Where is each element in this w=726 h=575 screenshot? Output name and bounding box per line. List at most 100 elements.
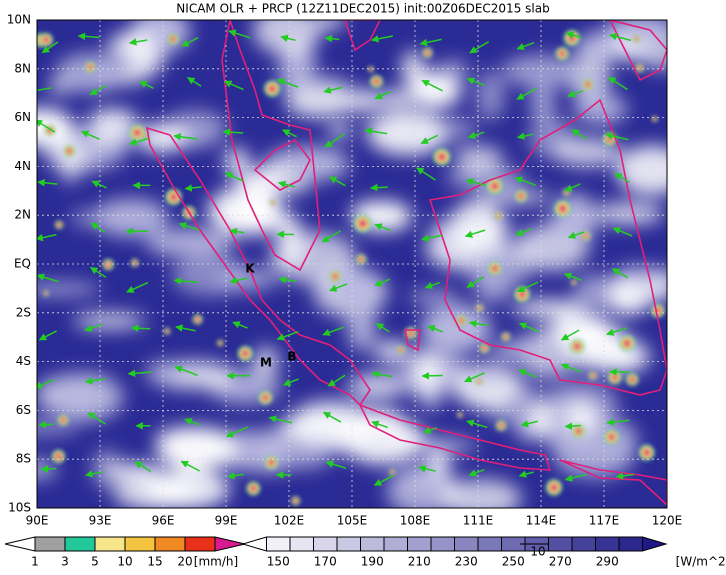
rain-cell — [269, 86, 275, 92]
lat-label: 6N — [14, 110, 31, 124]
cloud — [530, 406, 554, 436]
cloud — [113, 476, 195, 510]
lat-label: 4N — [14, 159, 31, 173]
cloud — [172, 255, 250, 295]
rain-cell — [44, 37, 49, 42]
rain-cell — [243, 351, 248, 356]
lat-label: 6S — [16, 403, 31, 417]
cloud — [59, 137, 81, 183]
rain-cell — [519, 194, 523, 198]
cloud — [512, 300, 585, 317]
rain-cell — [520, 292, 525, 297]
lat-label: 10S — [8, 501, 31, 515]
station-marker: B — [287, 350, 296, 364]
rain-cell — [409, 331, 413, 335]
lon-label: 105E — [337, 514, 368, 528]
cloud — [246, 168, 293, 180]
legend-swatch — [290, 537, 314, 551]
legend-swatch — [596, 537, 620, 551]
legend-label: 170 — [314, 555, 337, 569]
rain-cell — [251, 486, 256, 491]
rain-cell — [654, 118, 656, 120]
cloud — [16, 283, 101, 295]
rain-cell — [584, 234, 587, 237]
station-marker: K — [245, 262, 255, 276]
cloud — [611, 40, 648, 59]
legend-label: 290 — [596, 555, 619, 569]
legend-label: 5 — [91, 555, 99, 569]
legend-swatch — [155, 537, 185, 551]
rain-cell — [58, 223, 61, 226]
rain-cell — [483, 347, 486, 350]
lon-label: 117E — [589, 514, 620, 528]
cloud — [450, 200, 502, 251]
cloud — [607, 279, 649, 315]
cloud — [156, 431, 237, 470]
lon-label: 93E — [89, 514, 112, 528]
rain-cell — [333, 274, 337, 278]
legend-swatch — [619, 537, 643, 551]
cloud — [73, 313, 145, 329]
legend-label: 150 — [267, 555, 290, 569]
legend-label: 3 — [61, 555, 69, 569]
rain-cell — [576, 429, 581, 434]
rain-cell — [630, 377, 634, 381]
legend-label: 230 — [455, 555, 478, 569]
rain-cell — [61, 418, 65, 422]
legend-swatch — [643, 537, 667, 551]
rain-cell — [607, 137, 611, 141]
legend-swatch — [431, 537, 455, 551]
station-marker: M — [260, 356, 272, 370]
legend-swatch — [185, 537, 215, 551]
rain-cell — [459, 414, 461, 416]
cloud — [442, 479, 521, 518]
cloud — [46, 373, 124, 422]
rain-cell — [478, 307, 481, 310]
rain-cell — [106, 263, 110, 267]
lat-label: 10N — [7, 13, 31, 27]
legend-swatch — [243, 537, 267, 551]
legend-swatch — [65, 537, 95, 551]
wind-arrow — [610, 372, 629, 373]
lon-label: 108E — [400, 514, 431, 528]
lat-label: 8N — [14, 61, 31, 75]
cloud — [56, 53, 127, 92]
rain-cell — [294, 499, 297, 502]
rain-cell — [609, 435, 614, 440]
lat-label: EQ — [14, 257, 31, 271]
lat-label: 4S — [16, 354, 31, 368]
lat-label: 8S — [16, 452, 31, 466]
plot-area — [0, 7, 688, 519]
legend-swatch — [478, 537, 502, 551]
legend-swatch — [408, 537, 432, 551]
legend-label: 190 — [361, 555, 384, 569]
rain-cell — [399, 349, 402, 352]
legend-swatch — [314, 537, 338, 551]
legend-label: 1 — [31, 555, 39, 569]
rain-cell — [504, 335, 507, 338]
legend-label: 270 — [549, 555, 572, 569]
cloud — [502, 55, 586, 87]
legend-swatch — [95, 537, 125, 551]
rain-cell — [635, 38, 638, 41]
legend-swatch — [361, 537, 385, 551]
lon-label: 99E — [215, 514, 238, 528]
rain-cell — [359, 258, 363, 262]
rain-cell — [575, 344, 580, 349]
rain-cell — [624, 340, 629, 345]
rain-cell — [166, 330, 168, 332]
wind-arrow — [371, 187, 388, 188]
rain-cell — [370, 68, 372, 70]
lon-label: 90E — [26, 514, 49, 528]
wind-arrow — [132, 328, 151, 329]
lon-label: 102E — [274, 514, 305, 528]
cloud — [650, 269, 679, 300]
lat-label: 2N — [14, 208, 31, 222]
rain-cell — [439, 154, 445, 160]
cloud — [453, 146, 504, 170]
cloud — [374, 341, 413, 362]
wind-arrow — [39, 424, 53, 425]
legend-swatch — [572, 537, 596, 551]
rain-cell — [67, 149, 71, 153]
